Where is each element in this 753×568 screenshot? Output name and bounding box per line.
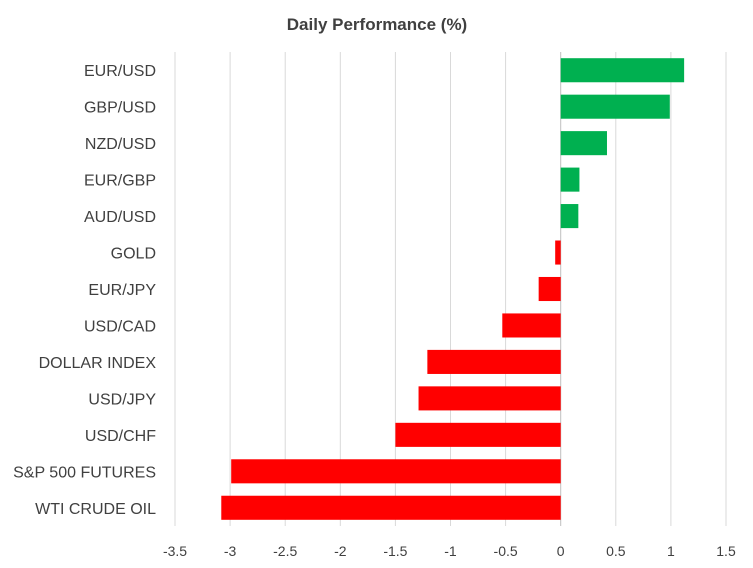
bar xyxy=(231,459,561,484)
x-tick-label: -2.5 xyxy=(273,543,297,559)
category-label: USD/CAD xyxy=(84,318,156,335)
grid-layer xyxy=(174,52,727,526)
bar xyxy=(560,204,579,229)
x-tick-label: 1.5 xyxy=(716,543,736,559)
bar xyxy=(418,386,561,411)
bar xyxy=(221,495,561,520)
chart-title: Daily Performance (%) xyxy=(287,15,467,34)
bar xyxy=(560,94,670,119)
bar xyxy=(560,167,580,192)
category-label: DOLLAR INDEX xyxy=(39,355,157,372)
x-tick-label: -3.5 xyxy=(163,543,187,559)
category-label: GOLD xyxy=(111,246,156,263)
category-label: EUR/JPY xyxy=(88,282,156,299)
category-label: AUD/USD xyxy=(84,209,156,226)
bar xyxy=(502,313,561,338)
category-label: EUR/USD xyxy=(84,63,156,80)
x-tick-label: -1 xyxy=(444,543,457,559)
bar xyxy=(560,58,685,83)
category-label: USD/CHF xyxy=(85,428,156,445)
category-label: GBP/USD xyxy=(84,100,156,117)
category-label: WTI CRUDE OIL xyxy=(35,501,156,518)
bar xyxy=(395,422,561,447)
category-labels: EUR/USD GBP/USD NZD/USD EUR/GBP AUD/USD GOLD E… xyxy=(13,63,156,518)
x-tick-label: 0 xyxy=(557,543,565,559)
category-label: USD/JPY xyxy=(88,391,156,408)
x-tick-label: -0.5 xyxy=(494,543,518,559)
x-tick-label: -3 xyxy=(224,543,237,559)
x-tick-label: -1.5 xyxy=(383,543,407,559)
category-label: S&P 500 FUTURES xyxy=(13,464,156,481)
x-tick-label: -2 xyxy=(334,543,347,559)
category-label: NZD/USD xyxy=(85,136,156,153)
x-tick-label: 0.5 xyxy=(606,543,626,559)
bar xyxy=(560,131,607,156)
x-axis-tick-labels: -3.5 -3 -2.5 -2 -1.5 -1 -0.5 0 0.5 1 1.5 xyxy=(163,543,736,559)
bar xyxy=(538,276,561,302)
x-tick-label: 1 xyxy=(667,543,675,559)
bar xyxy=(427,349,561,374)
bar xyxy=(555,240,561,265)
category-label: EUR/GBP xyxy=(84,173,156,190)
bars-layer xyxy=(221,58,685,520)
